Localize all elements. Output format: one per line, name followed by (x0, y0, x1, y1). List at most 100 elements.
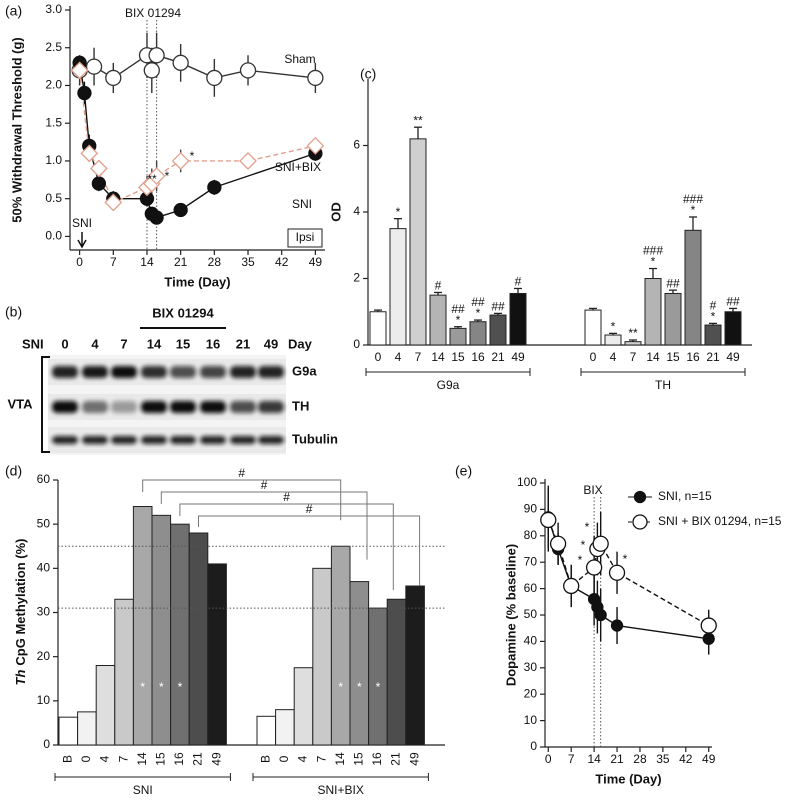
x-tick-label: 42 (275, 255, 289, 269)
lane-label: 16 (206, 336, 220, 351)
x-tick-label: 14 (587, 752, 601, 766)
y-axis-label-gene: Th (13, 670, 28, 686)
annotation: SNI+BIX (275, 160, 321, 174)
x-tick-label: 7 (314, 755, 328, 762)
x-tick-label: 21 (191, 752, 205, 766)
x-tick-label: 0 (79, 755, 93, 762)
annotation: SNI (292, 197, 312, 211)
x-tick-label: 7 (415, 350, 422, 364)
bar (132, 506, 153, 746)
y-axis-label-text: CpG Methylation (%) (13, 539, 28, 666)
bar (405, 585, 425, 746)
marker (147, 167, 166, 185)
marker (307, 69, 324, 87)
significance-label: * (178, 680, 183, 694)
significance-label: * (140, 680, 145, 694)
arrow (77, 232, 87, 249)
bar (624, 341, 642, 346)
x-tick-label: 49 (511, 350, 525, 364)
lane-label: 21 (236, 336, 250, 351)
bar (170, 523, 190, 746)
region-bracket (41, 356, 50, 453)
x-tick-label: 14 (135, 752, 149, 766)
band (258, 436, 284, 444)
x-tick-label: 16 (370, 752, 384, 766)
marker (563, 577, 580, 595)
significance-label: * (711, 310, 716, 324)
bar (369, 311, 387, 346)
significance-label: * (376, 680, 381, 694)
lane-label: 7 (120, 336, 127, 351)
legend-marker (633, 490, 647, 504)
bar (509, 292, 527, 346)
x-axis-label: Time (Day) (595, 771, 661, 786)
band (200, 436, 226, 444)
y-axis-label: OD (328, 202, 343, 222)
y-tick-label: 1.5 (45, 115, 62, 129)
x-tick-label: B (60, 755, 74, 763)
x-tick-label: 15 (153, 752, 167, 766)
bar (349, 581, 370, 746)
lane-label: 49 (264, 336, 278, 351)
bar (449, 327, 467, 346)
marker (172, 54, 189, 71)
y-tick-label: 3.0 (45, 2, 62, 16)
x-tick-label: 15 (351, 752, 365, 766)
comparison-bracket (142, 479, 342, 521)
annotation: Ipsi (296, 230, 315, 244)
annotation: BIX 01294 (125, 6, 181, 20)
region-label: VTA (7, 396, 33, 411)
x-tick-label: 35 (241, 255, 255, 269)
group-bracket (252, 773, 429, 781)
band (230, 401, 256, 413)
significance-label: ** (628, 326, 638, 340)
x-tick-label: 35 (656, 752, 670, 766)
y-tick-label: 30 (524, 660, 538, 674)
x-tick-label: 16 (686, 350, 700, 364)
comparison-label: # (283, 490, 290, 504)
marker (700, 617, 717, 634)
x-tick-label: 0 (375, 350, 382, 364)
annotation: ** (147, 172, 157, 186)
bar (584, 309, 602, 346)
bar (95, 665, 116, 746)
significance-label: * (456, 313, 461, 327)
band (141, 436, 167, 444)
annotation: SNI (72, 216, 92, 230)
y-tick-label: 30 (37, 605, 51, 619)
y-tick-label: 70 (524, 554, 538, 568)
band (170, 366, 196, 378)
x-tick-label: 14 (431, 350, 445, 364)
legend-label: SNI + BIX 01294, n=15 (658, 514, 782, 528)
bar (151, 514, 172, 746)
y-tick-label: 90 (524, 502, 538, 516)
marker (239, 152, 257, 170)
band (230, 366, 256, 378)
y-tick-label: 20 (524, 686, 538, 700)
x-tick-label: 49 (407, 752, 421, 766)
legend-marker (632, 514, 648, 530)
bar (188, 532, 209, 746)
y-tick-label: 6 (353, 138, 360, 152)
marker (80, 144, 99, 163)
marker (149, 210, 164, 225)
x-tick-label: 0 (76, 255, 83, 269)
band (111, 366, 137, 378)
marker (85, 58, 103, 75)
significance-label: ## (726, 295, 740, 309)
bar (207, 563, 227, 746)
x-tick-label: 0 (545, 752, 552, 766)
band (52, 436, 78, 444)
band (111, 401, 137, 413)
band (200, 401, 226, 413)
lane-label: 15 (176, 336, 190, 351)
x-tick-label: 49 (702, 752, 716, 766)
x-tick-label: 14 (646, 350, 660, 364)
band (82, 436, 108, 444)
lane-label: 4 (91, 336, 99, 351)
panel-label: (d) (5, 463, 22, 479)
bar (409, 138, 427, 346)
bar (469, 321, 487, 346)
annotation: * (581, 538, 586, 552)
